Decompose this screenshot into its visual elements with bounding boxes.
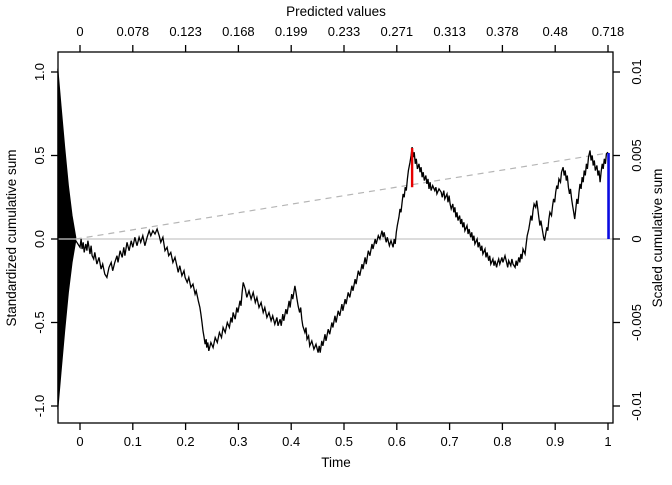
top-axis-tick-label: 0.233 <box>328 24 361 39</box>
top-axis-tick-label: 0.199 <box>275 24 308 39</box>
bottom-axis-tick-label: 0.2 <box>177 434 195 449</box>
bottom-axis-tick-label: 0.4 <box>282 434 300 449</box>
right-axis-tick-label: -0.005 <box>629 304 644 341</box>
top-axis-tick-label: 0.123 <box>169 24 202 39</box>
bottom-axis-tick-label: 0.7 <box>441 434 459 449</box>
top-axis-tick-label: 0 <box>76 24 83 39</box>
top-axis-tick-label: 0.378 <box>486 24 519 39</box>
right-axis-tick-label: 0.01 <box>629 59 644 84</box>
top-axis-tick-label: 0.48 <box>543 24 568 39</box>
top-axis-tick-label: 0.313 <box>433 24 466 39</box>
bottom-axis-tick-label: 1 <box>604 434 611 449</box>
top-axis-title: Predicted values <box>286 4 386 19</box>
top-axis-tick-label: 0.078 <box>117 24 150 39</box>
bottom-axis-title: Time <box>321 455 351 470</box>
bottom-axis-tick-label: 0.8 <box>493 434 511 449</box>
left-axis-tick-label: 1.0 <box>32 63 47 81</box>
bottom-axis-tick-label: 0.5 <box>335 434 353 449</box>
top-axis-tick-label: 0.168 <box>222 24 255 39</box>
left-axis-tick-label: 0.5 <box>32 146 47 164</box>
chart-render-layer: 0 0.078 0.123 0.168 0.199 0.233 0.271 0.313 0.37… <box>32 24 644 449</box>
right-axis-tick-label: 0 <box>629 235 644 242</box>
bottom-axis-tick-label: 0.1 <box>124 434 142 449</box>
cusum-process-curve <box>75 147 609 353</box>
bottom-axis-tick-label: 0.6 <box>388 434 406 449</box>
left-axis-tick-label: -1.0 <box>32 395 47 417</box>
dashed-trend-line <box>75 152 609 240</box>
right-axis-tick-label: -0.01 <box>629 391 644 421</box>
left-axis-title: Standardized cumulative sum <box>4 149 19 326</box>
top-axis-tick-label: 0.718 <box>592 24 625 39</box>
right-axis-title: Scaled cumulative sum <box>650 169 665 308</box>
bottom-axis-tick-label: 0 <box>76 434 83 449</box>
bottom-axis-tick-label: 0.9 <box>546 434 564 449</box>
left-axis-tick-label: -0.5 <box>32 311 47 333</box>
right-axis-tick-label: 0.005 <box>629 139 644 172</box>
bottom-axis-tick-label: 0.3 <box>229 434 247 449</box>
plot-box <box>57 51 614 424</box>
top-axis-tick-label: 0.271 <box>381 24 414 39</box>
left-axis-tick-label: 0.0 <box>32 230 47 248</box>
